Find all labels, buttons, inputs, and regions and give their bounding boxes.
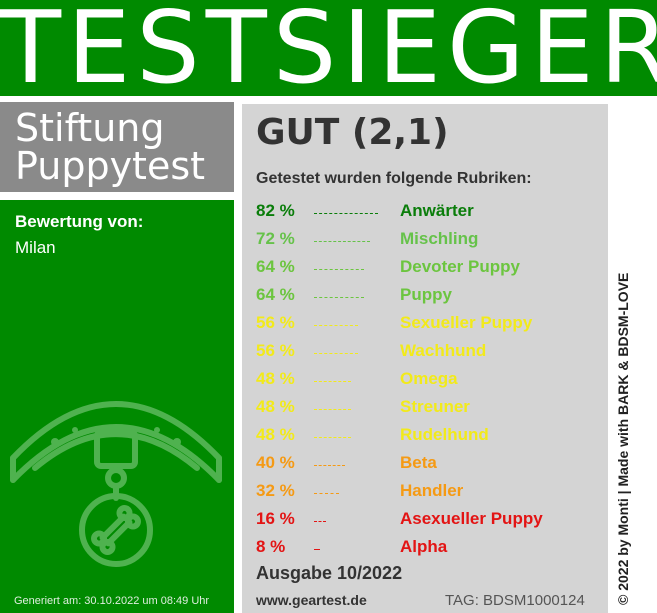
rubrik-row: 72 % Mischling	[256, 226, 606, 254]
rubrik-name: Streuner	[400, 397, 470, 416]
rubrik-leader-line	[314, 213, 378, 214]
rubrik-name: Alpha	[400, 537, 448, 556]
testsieger-banner: TESTSIEGER	[0, 0, 657, 100]
generated-timestamp: Generiert am: 30.10.2022 um 08:49 Uhr	[14, 595, 210, 607]
rubrik-percent: 48 %	[256, 397, 295, 416]
rubrik-leader-line	[314, 521, 326, 522]
rubrik-percent: 72 %	[256, 229, 295, 248]
rubrik-leader-line	[314, 465, 345, 466]
rubrik-row: 40 % Beta	[256, 450, 606, 478]
rubrik-row: 64 % Puppy	[256, 282, 606, 310]
rubrik-percent: 64 %	[256, 257, 295, 276]
rating-name: Milan	[15, 238, 56, 257]
rubrik-percent: 56 %	[256, 341, 295, 360]
website-url: www.geartest.de	[256, 592, 367, 608]
rubrik-leader-line	[314, 549, 320, 550]
rating-panel: Bewertung von: Milan	[0, 200, 234, 613]
rubrik-leader-line	[314, 269, 364, 270]
rubrik-row: 48 % Omega	[256, 366, 606, 394]
rating-label: Bewertung von:	[15, 212, 144, 231]
rubrik-name: Mischling	[400, 229, 479, 248]
rubrik-leader-line	[314, 493, 339, 494]
rubriken-heading: Getestet wurden folgende Rubriken:	[256, 170, 532, 187]
rubrik-row: 16 % Asexueller Puppy	[256, 506, 606, 534]
brand-line-2: Puppytest	[15, 144, 206, 188]
rubriken-list: 82 % Anwärter 72 % Mischling 64 % Devoter Pup…	[256, 198, 606, 562]
rubrik-leader-line	[314, 409, 351, 410]
rubrik-percent: 64 %	[256, 285, 295, 304]
rubrik-percent: 16 %	[256, 509, 295, 528]
banner-title: TESTSIEGER	[0, 0, 657, 106]
brand-box: Stiftung Puppytest	[0, 102, 234, 192]
rubrik-row: 56 % Sexueller Puppy	[256, 310, 606, 338]
rubrik-row: 48 % Streuner	[256, 394, 606, 422]
grade: GUT (2,1)	[256, 112, 449, 153]
rubrik-name: Omega	[400, 369, 458, 388]
rubrik-leader-line	[314, 437, 351, 438]
brand-line-1: Stiftung	[15, 106, 165, 150]
rubrik-leader-line	[314, 241, 370, 242]
rubrik-name: Devoter Puppy	[400, 257, 520, 276]
rubrik-percent: 48 %	[256, 369, 295, 388]
rubrik-name: Sexueller Puppy	[400, 313, 533, 332]
rubrik-row: 64 % Devoter Puppy	[256, 254, 606, 282]
rubrik-row: 48 % Rudelhund	[256, 422, 606, 450]
rubrik-leader-line	[314, 353, 358, 354]
rubrik-row: 8 % Alpha	[256, 534, 606, 562]
rubrik-percent: 40 %	[256, 453, 295, 472]
rubrik-row: 32 % Handler	[256, 478, 606, 506]
dog-collar-icon	[10, 401, 222, 567]
rubrik-percent: 32 %	[256, 481, 295, 500]
rubrik-name: Anwärter	[400, 201, 474, 220]
rubrik-percent: 82 %	[256, 201, 295, 220]
rubrik-name: Rudelhund	[400, 425, 489, 444]
rubrik-name: Handler	[400, 481, 464, 500]
rubrik-row: 82 % Anwärter	[256, 198, 606, 226]
rubrik-percent: 8 %	[256, 537, 286, 556]
rubrik-name: Asexueller Puppy	[400, 509, 543, 528]
issue-label: Ausgabe 10/2022	[256, 563, 403, 583]
rubrik-percent: 56 %	[256, 313, 295, 332]
left-column: Stiftung Puppytest Bewertung von: Milan	[0, 96, 234, 613]
tag-id: TAG: BDSM1000124	[445, 592, 585, 609]
results-panel: GUT (2,1) Getestet wurden folgende Rubri…	[242, 104, 608, 613]
rubrik-name: Beta	[400, 453, 437, 472]
rubrik-row: 56 % Wachhund	[256, 338, 606, 366]
rubrik-name: Wachhund	[400, 341, 487, 360]
rubrik-leader-line	[314, 325, 358, 326]
copyright-credit: © 2022 by Monti | Made with BARK & BDSM-…	[615, 272, 631, 605]
rubrik-percent: 48 %	[256, 425, 295, 444]
rubrik-name: Puppy	[400, 285, 452, 304]
rubrik-leader-line	[314, 381, 351, 382]
rubrik-leader-line	[314, 297, 364, 298]
